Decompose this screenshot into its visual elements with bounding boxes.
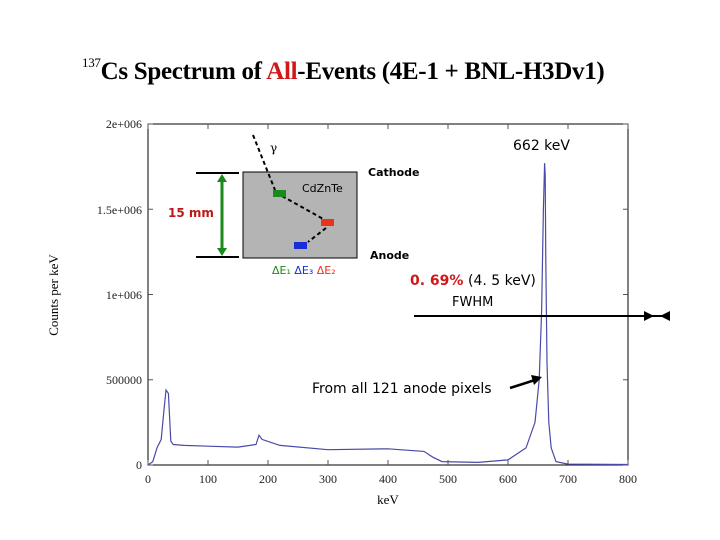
spectrum-line: [147, 163, 629, 466]
x-tick: 600: [499, 472, 517, 486]
fwhm-label: FWHM: [452, 295, 494, 310]
gamma-path: [252, 134, 276, 191]
y-tick: 2e+006: [105, 117, 142, 131]
interaction-2: [321, 219, 334, 226]
slide-title: 137Cs Spectrum of All-Events (4E-1 + BNL…: [82, 55, 605, 86]
anode-label: Anode: [370, 249, 410, 262]
x-tick: 100: [199, 472, 217, 486]
title-suffix: -Events (4E-1 + BNL-H3Dv1): [297, 58, 605, 85]
detector-diagram: [196, 134, 358, 259]
x-tick: 800: [619, 472, 637, 486]
x-tick: 400: [379, 472, 397, 486]
interaction-3: [294, 242, 307, 249]
interaction-1: [273, 190, 286, 197]
isotope-mass-number: 137: [82, 55, 101, 70]
x-tick: 200: [259, 472, 277, 486]
axis-ticks: [147, 123, 629, 466]
delta-e2: ΔE₂: [316, 264, 336, 277]
resolution-percent: 0. 69%: [410, 273, 464, 289]
y-tick: 1e+006: [105, 288, 142, 302]
source-arrow: [509, 378, 536, 390]
title-highlight: All: [266, 58, 298, 85]
y-tick: 1.5e+006: [96, 203, 142, 217]
x-tick: 500: [439, 472, 457, 486]
resolution-kev: (4. 5 keV): [468, 273, 536, 289]
x-axis-label: keV: [377, 492, 399, 507]
thickness-label: 15 mm: [168, 206, 214, 220]
source-label: From all 121 anode pixels: [312, 381, 492, 397]
x-tick: 0: [145, 472, 151, 486]
x-tick: 700: [559, 472, 577, 486]
y-tick: 500000: [106, 373, 142, 387]
y-tick: 0: [136, 458, 142, 472]
delta-e3: ΔE₃: [294, 264, 314, 277]
y-axis-label: Counts per keV: [46, 254, 61, 336]
title-prefix: Cs Spectrum of: [100, 58, 267, 85]
cathode-label: Cathode: [368, 166, 420, 179]
delta-e1: ΔE₁: [272, 264, 291, 277]
gamma-label: γ: [270, 141, 278, 155]
peak-energy-label: 662 keV: [513, 138, 570, 154]
material-label: CdZnTe: [302, 182, 343, 195]
energy-deposits: ΔE₁ ΔE₃ ΔE₂: [272, 264, 336, 277]
x-tick: 300: [319, 472, 337, 486]
